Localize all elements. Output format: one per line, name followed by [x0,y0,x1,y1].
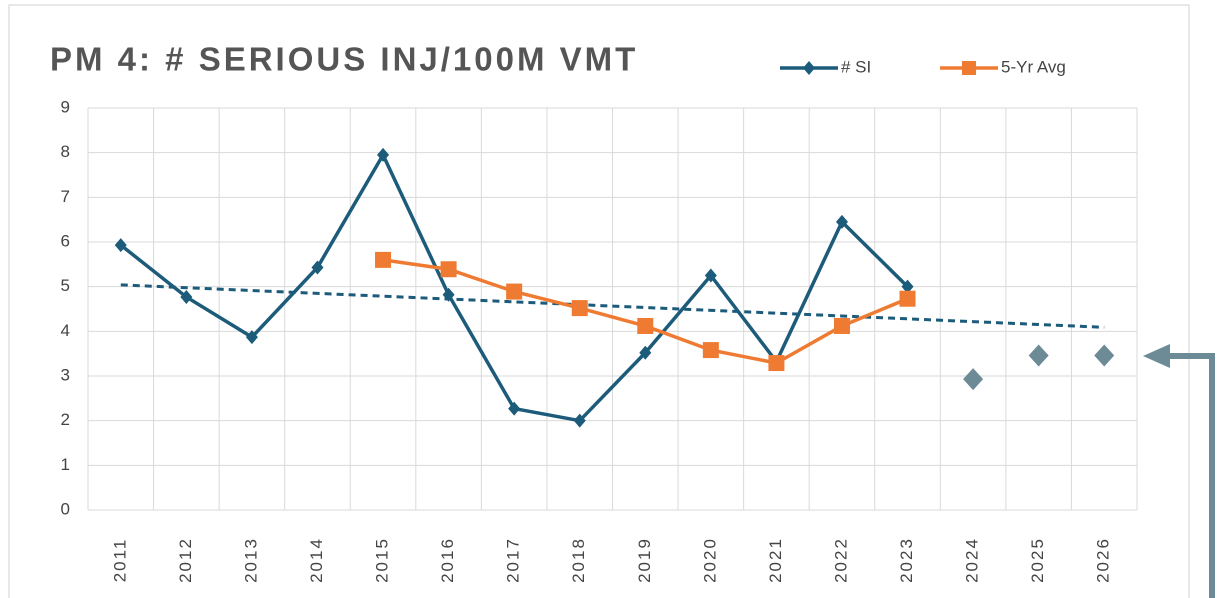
marker [1094,344,1115,367]
y-tick-label: 1 [61,455,70,474]
legend-label: 5-Yr Avg [1001,57,1066,76]
marker [768,355,785,372]
x-tick-label: 2015 [373,537,392,583]
x-tick-label: 2011 [110,538,129,583]
marker [835,214,848,229]
marker [639,345,652,360]
marker [508,401,521,416]
y-tick-label: 8 [61,142,70,161]
marker [704,268,717,283]
marker [377,147,390,162]
y-tick-label: 4 [61,321,70,340]
legend-marker [803,61,815,75]
marker [114,238,127,253]
y-tick-label: 0 [61,499,70,518]
x-tick-label: 2026 [1094,537,1113,583]
x-tick-label: 2014 [307,537,326,583]
x-tick-label: 2023 [897,537,916,583]
marker [311,260,324,275]
marker [637,317,654,334]
y-tick-label: 5 [61,276,70,295]
chart-frame [8,4,1190,598]
marker [573,413,586,428]
y-tick-label: 9 [61,97,70,116]
marker [245,330,258,345]
marker [571,300,588,317]
x-tick-label: 2016 [438,537,457,583]
marker [1028,344,1049,367]
x-tick-label: 2013 [241,537,260,583]
marker [440,261,457,278]
y-tick-label: 7 [61,187,70,206]
y-tick-label: 2 [61,410,70,429]
marker [442,287,455,302]
marker [375,251,392,268]
y-tick-label: 3 [61,365,70,384]
marker [833,317,850,334]
x-tick-label: 2017 [504,537,523,583]
x-tick-label: 2025 [1028,537,1047,583]
x-tick-label: 2022 [831,537,850,583]
arrow [1168,353,1215,598]
x-tick-label: 2018 [569,537,588,583]
x-tick-label: 2019 [635,537,654,583]
marker [901,279,914,294]
x-tick-label: 2021 [766,537,785,583]
arrow-head [1143,344,1170,368]
x-tick-label: 2024 [963,537,982,583]
x-tick-label: 2012 [176,537,195,583]
marker [506,283,523,300]
trendline [120,283,1105,329]
y-tick-label: 6 [61,231,70,250]
legend-label: # SI [841,57,871,76]
marker [180,289,193,304]
marker [963,368,984,391]
legend-marker [962,61,976,75]
marker [702,342,719,359]
chart-title: PM 4: # SERIOUS INJ/100M VMT [50,41,638,78]
x-tick-label: 2020 [700,537,719,583]
marker [899,290,916,307]
